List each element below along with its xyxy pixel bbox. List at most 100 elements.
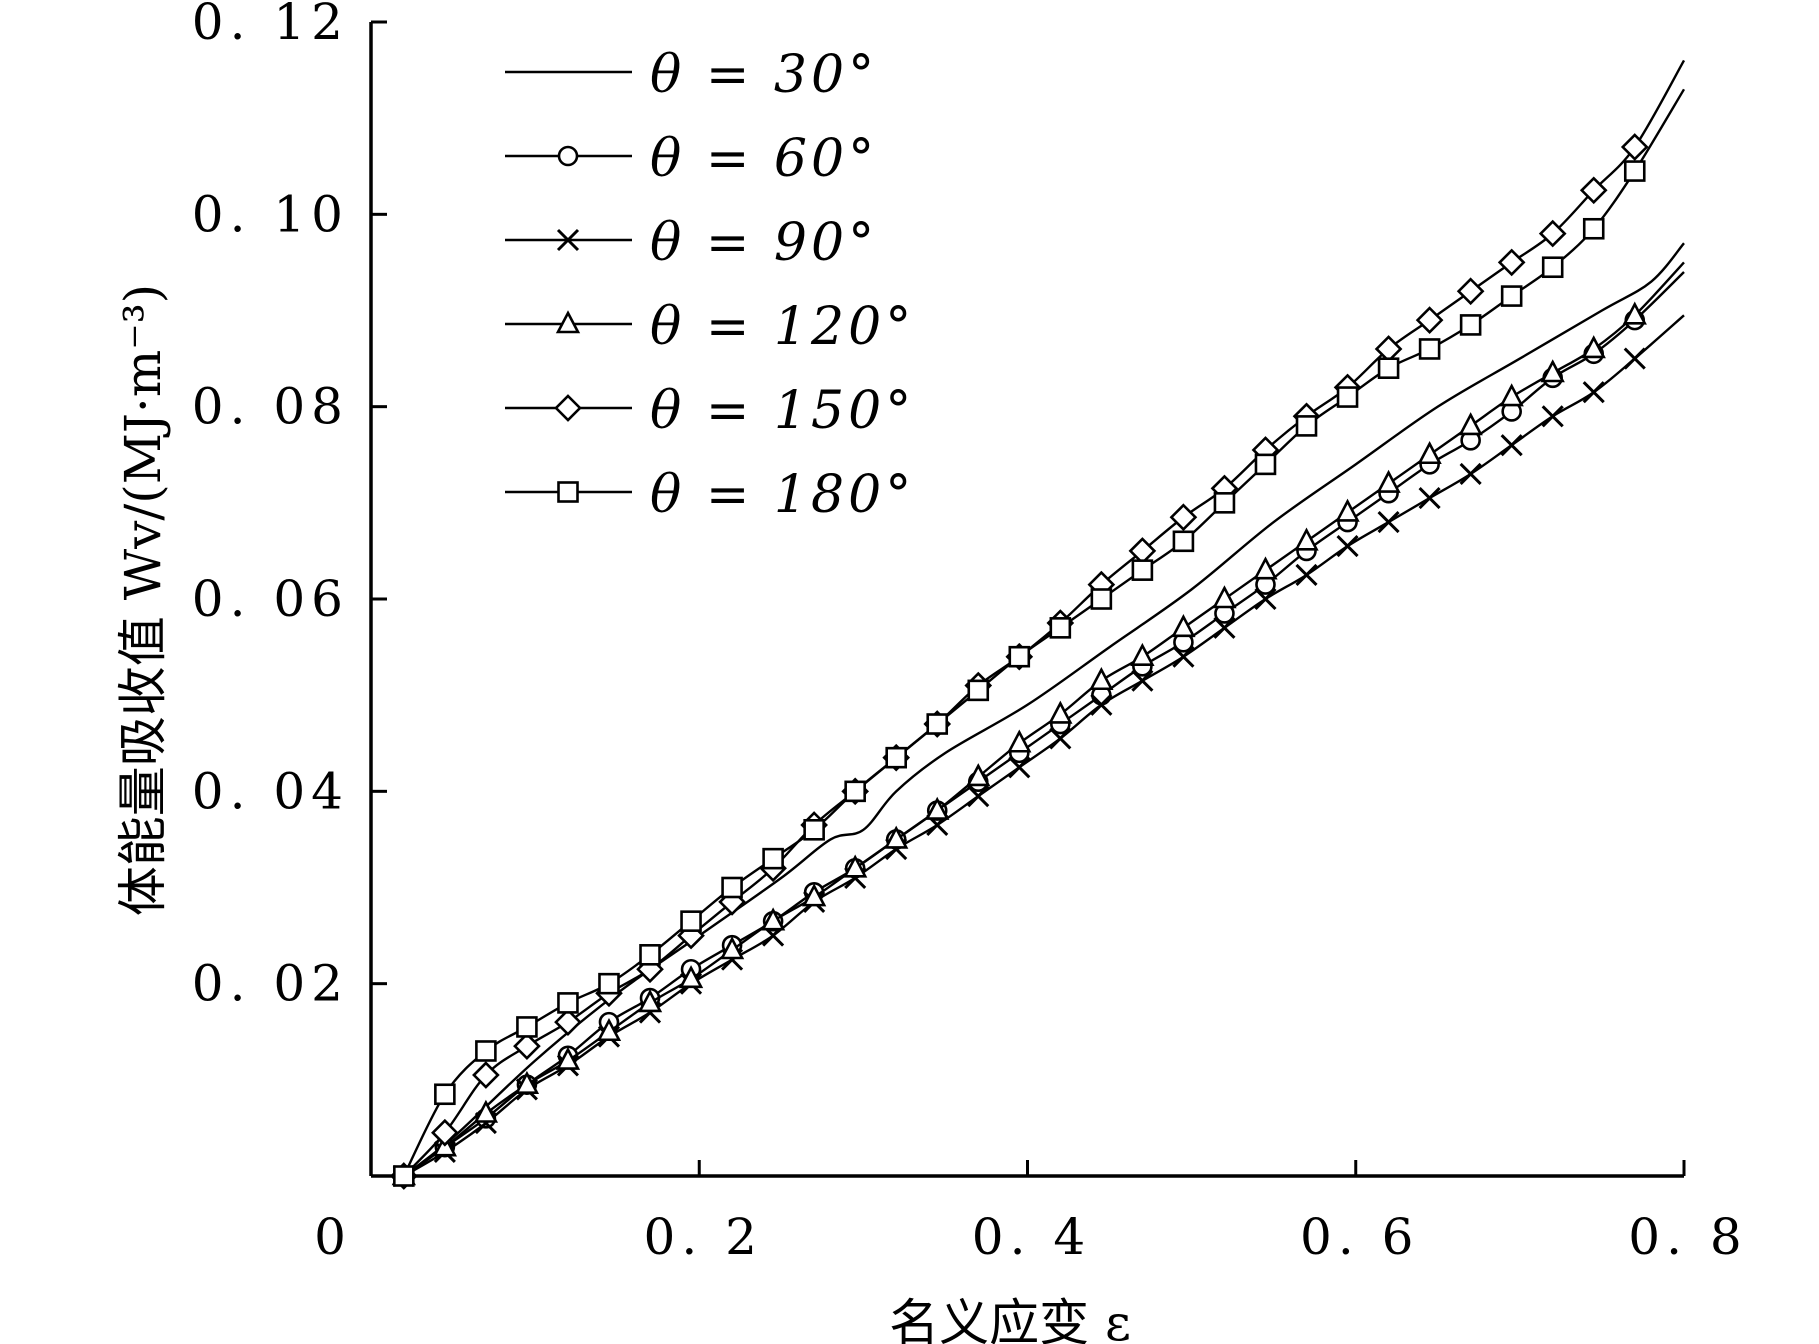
series-line	[402, 88, 1686, 1177]
y-axis-label: 体能量吸收值 Wv/(MJ·m⁻³)	[114, 284, 172, 916]
data-point	[639, 944, 661, 966]
legend-marker	[554, 394, 582, 422]
data-point	[926, 713, 949, 735]
legend-marker	[557, 481, 579, 503]
data-point	[1415, 306, 1444, 334]
data-point	[1541, 256, 1564, 279]
data-point	[1538, 219, 1567, 248]
legend-marker	[557, 145, 579, 167]
data-point	[555, 1046, 581, 1070]
series-layer	[389, 59, 1686, 1190]
legend-marker	[556, 228, 580, 252]
data-point	[967, 679, 990, 702]
legend-item: θ = 30°	[505, 45, 878, 105]
series-line	[403, 314, 1685, 1178]
data-point	[1089, 666, 1114, 691]
legend: θ = 30° θ = 60° θ = 90° θ = 120° θ = 150° θ =…	[505, 45, 915, 525]
data-point	[1131, 559, 1154, 581]
data-point	[1582, 217, 1605, 240]
data-point	[1131, 669, 1154, 692]
data-point	[514, 1070, 540, 1094]
data-point	[1377, 511, 1400, 534]
data-point	[1008, 756, 1031, 779]
series-6	[393, 88, 1686, 1187]
data-point	[557, 992, 579, 1014]
y-tick-label: 0. 10	[192, 185, 349, 243]
data-point	[472, 1061, 500, 1089]
data-point	[1172, 530, 1195, 553]
data-point	[1581, 335, 1606, 359]
data-point	[1213, 492, 1236, 514]
legend-item: θ = 150°	[505, 381, 915, 441]
data-point	[680, 910, 702, 932]
legend-label: θ = 120°	[650, 297, 915, 357]
data-point	[1620, 133, 1649, 161]
data-point	[513, 1032, 541, 1061]
data-point	[1253, 556, 1278, 580]
series-3	[392, 314, 1685, 1188]
data-point	[1541, 405, 1564, 428]
series-1	[403, 242, 1685, 1177]
data-point	[1336, 386, 1359, 408]
data-point	[1582, 381, 1605, 404]
data-point	[884, 825, 909, 849]
data-point	[1295, 563, 1318, 587]
data-point	[1254, 453, 1277, 476]
data-point	[1622, 301, 1647, 325]
data-point	[843, 854, 868, 878]
data-point	[719, 936, 745, 960]
data-point	[1213, 616, 1236, 639]
data-point	[801, 883, 827, 907]
data-point	[1459, 314, 1482, 336]
data-point	[1172, 645, 1195, 668]
data-point	[760, 907, 786, 931]
data-point	[1623, 347, 1646, 370]
data-point	[434, 1083, 456, 1106]
data-point	[1458, 412, 1483, 436]
data-point	[1418, 338, 1441, 360]
data-point	[1540, 359, 1565, 383]
data-point	[1418, 486, 1441, 510]
x-tick-label: 0. 2	[644, 1208, 763, 1266]
data-point	[1212, 585, 1237, 609]
data-point	[1048, 700, 1073, 724]
data-point	[762, 847, 784, 870]
legend-item: θ = 120°	[505, 297, 915, 357]
data-point	[1336, 535, 1359, 558]
data-point	[598, 972, 620, 995]
legend-item: θ = 90°	[505, 213, 878, 273]
data-point	[803, 818, 825, 841]
y-tick-label: 0. 06	[192, 570, 349, 628]
legend-label: θ = 60°	[650, 129, 878, 189]
legend-label: θ = 150°	[650, 381, 915, 441]
data-point	[967, 785, 990, 808]
data-point	[1623, 160, 1646, 182]
x-tick-label: 0. 4	[972, 1208, 1091, 1266]
y-tick-label: 0. 12	[192, 0, 349, 51]
data-point	[637, 989, 663, 1013]
legend-label: θ = 90°	[650, 213, 878, 273]
data-point	[1090, 693, 1113, 716]
x-tick-label: 0. 6	[1300, 1208, 1419, 1266]
data-point	[1376, 469, 1401, 493]
data-point	[554, 1008, 582, 1036]
series-4	[391, 261, 1685, 1186]
x-tick-label: 0. 8	[1628, 1208, 1747, 1266]
data-point	[393, 1165, 415, 1187]
data-point	[1171, 614, 1196, 638]
legend-label: θ = 30°	[650, 45, 878, 105]
legend-marker	[555, 310, 581, 334]
data-point	[1456, 277, 1485, 306]
x-axis-label: 名义应变 ε	[889, 1294, 1131, 1344]
data-point	[1500, 285, 1523, 307]
y-tick-label: 0. 04	[192, 762, 349, 820]
data-point	[1294, 527, 1319, 551]
x-tick-label: 0	[314, 1208, 352, 1266]
data-point	[1254, 587, 1277, 611]
data-point	[966, 763, 991, 787]
data-point	[1130, 642, 1155, 667]
series-line	[403, 242, 1685, 1177]
data-point	[1049, 727, 1072, 750]
data-point	[1579, 176, 1608, 205]
data-point	[925, 796, 950, 820]
